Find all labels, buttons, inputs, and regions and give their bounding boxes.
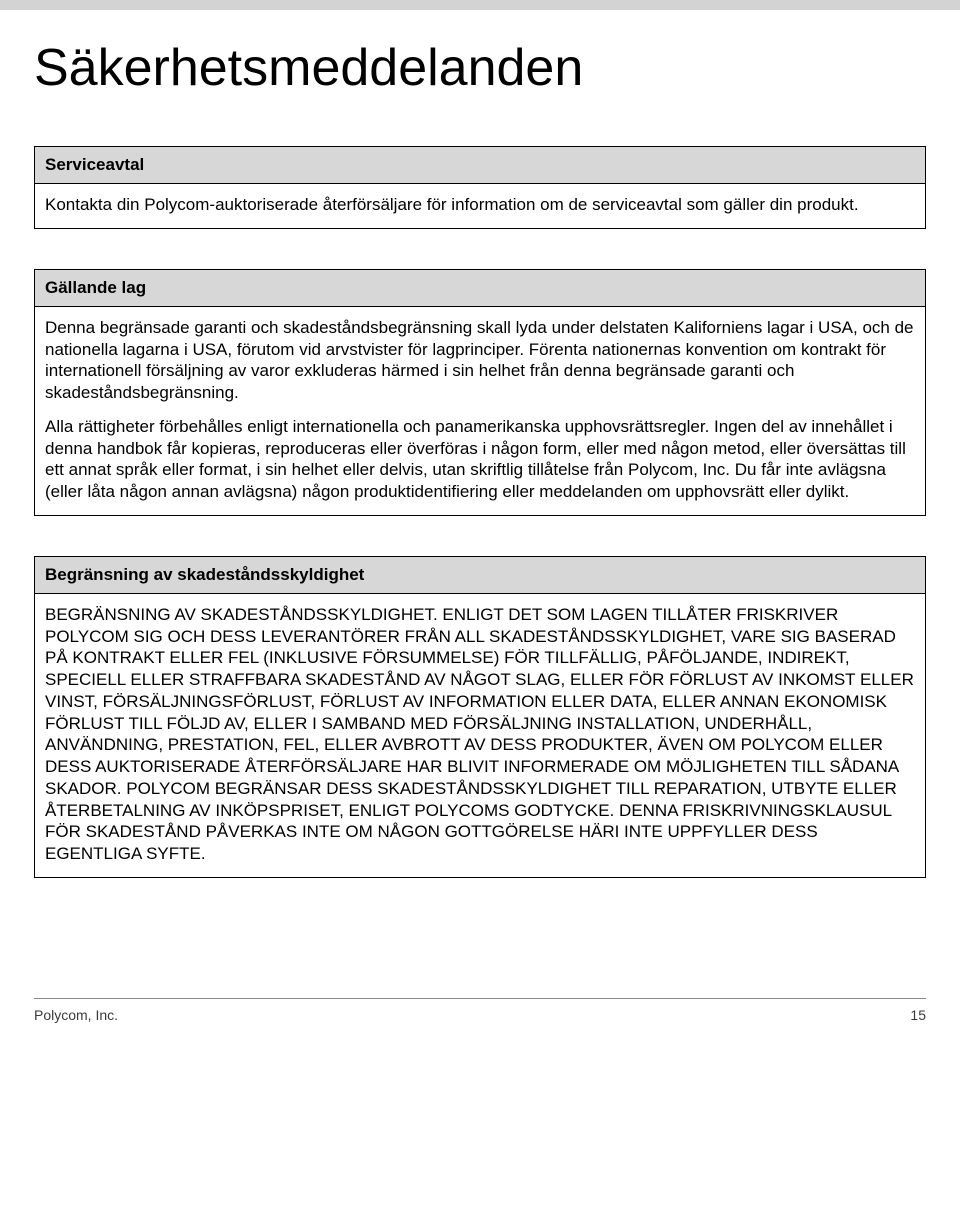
paragraph: BEGRÄNSNING AV SKADESTÅNDSSKYLDIGHET. EN… [45,604,915,865]
page-content: Säkerhetsmeddelanden Serviceavtal Kontak… [0,10,960,878]
page-title: Säkerhetsmeddelanden [34,38,926,98]
footer-rule: Polycom, Inc. 15 [34,998,926,1023]
box-header: Gällande lag [35,270,925,307]
paragraph: Denna begränsade garanti och skadestånds… [45,317,915,404]
box-body: Denna begränsade garanti och skadestånds… [35,307,925,515]
footer-company: Polycom, Inc. [34,1007,118,1023]
box-header: Serviceavtal [35,147,925,184]
box-body: Kontakta din Polycom-auktoriserade återf… [35,184,925,228]
paragraph: Kontakta din Polycom-auktoriserade återf… [45,194,915,216]
footer-page-number: 15 [910,1007,926,1023]
box-begransning: Begränsning av skadeståndsskyldighet BEG… [34,556,926,878]
footer-row: Polycom, Inc. 15 [34,1007,926,1023]
page-footer: Polycom, Inc. 15 [0,998,960,1045]
paragraph: Alla rättigheter förbehålles enligt inte… [45,416,915,503]
box-serviceavtal: Serviceavtal Kontakta din Polycom-auktor… [34,146,926,229]
box-header: Begränsning av skadeståndsskyldighet [35,557,925,594]
box-body: BEGRÄNSNING AV SKADESTÅNDSSKYLDIGHET. EN… [35,594,925,877]
top-bar [0,0,960,10]
box-gallande-lag: Gällande lag Denna begränsade garanti oc… [34,269,926,516]
